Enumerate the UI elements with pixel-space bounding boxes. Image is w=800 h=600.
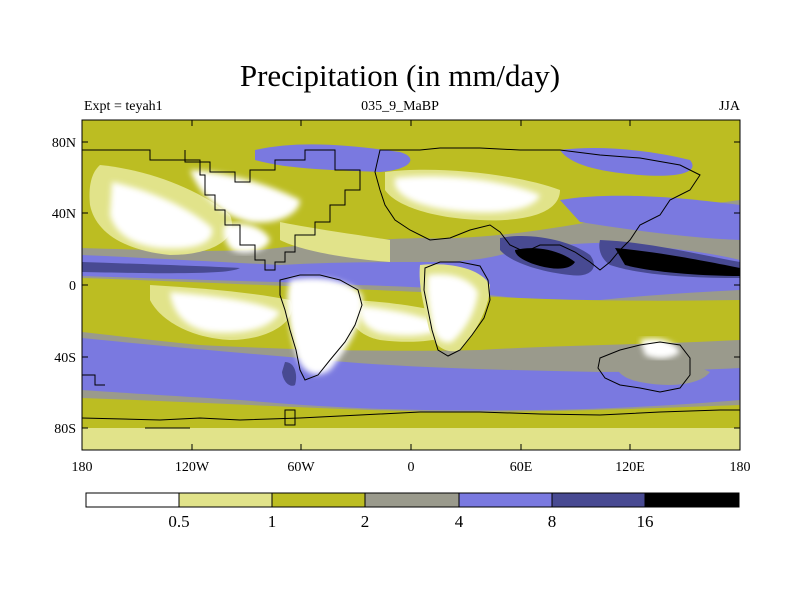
lon-label-60e: 60E [510,460,533,475]
eurasia-outline [374,147,701,271]
north-america-outline [82,149,361,271]
period-label: 035_9_MaBP [361,99,439,114]
australia-gray [616,358,710,385]
colorbar-label-1: 1 [268,512,277,531]
lat-label-40s: 40S [54,351,76,366]
africa-dry [427,274,478,343]
south-america-dry [287,278,363,375]
pacific-itcz-dark [82,262,240,274]
colorbar: 0.5 1 2 4 8 16 [85,492,740,531]
antarctic-dry [82,428,740,450]
na-dry-white [190,170,300,223]
coastlines [82,147,740,429]
lon-label-180w: 180 [72,460,93,475]
colorbar-swatch-6 [644,492,740,508]
wpac-extreme [615,248,740,276]
lon-label-180e: 180 [730,460,751,475]
lon-label-0: 0 [408,460,415,475]
lat-axis: 80N 40N 0 40S 80S [52,136,740,437]
lon-label-120e: 120E [615,460,645,475]
spac-white [170,292,280,333]
australia-outline [597,341,691,393]
colorbar-swatch-1 [178,492,273,508]
colorbar-swatch-3 [364,492,460,508]
colorbar-swatch-4 [458,492,553,508]
experiment-label: Expt = teyah1 [84,99,163,114]
island-outline [284,409,296,426]
africa-outline [423,261,491,357]
na-interior-dry [223,223,270,253]
antarctica-outline [82,409,740,421]
colorbar-label-4: 8 [548,512,557,531]
lon-label-60w: 60W [287,460,315,475]
chile-dark [282,362,297,386]
southern-ocean-blue [82,338,740,411]
colorbar-swatch-0 [85,492,180,508]
colorbar-swatch-5 [551,492,646,508]
season-label: JJA [718,99,740,114]
lat-label-80n: 80N [52,136,76,151]
map-title: Precipitation (in mm/day) [239,58,561,93]
lon-label-120w: 120W [175,460,210,475]
colorbar-label-2: 2 [361,512,370,531]
atlantic-pale [280,222,390,262]
colorbar-label-5: 16 [637,512,654,531]
lat-label-0: 0 [69,279,76,294]
colorbar-label-0: 0.5 [168,512,189,531]
siberia-blue [560,148,693,176]
npacific-blue [560,195,740,240]
precipitation-field [82,120,740,450]
colorbar-label-3: 4 [455,512,464,531]
npac-dry-white [110,182,213,249]
satl-white [359,306,445,336]
monsoon-extreme [515,248,575,269]
lat-label-40n: 40N [52,207,76,222]
lon-axis: 180 120W 60W 0 60E 120E 180 [72,120,751,475]
south-america-outline [279,274,363,381]
eurasia-dry-white [395,176,540,213]
south-subpolar-olive [82,398,740,428]
arctic-blue [255,144,411,172]
nz-outline [82,374,105,386]
colorbar-swatch-2 [271,492,366,508]
lat-label-80s: 80S [54,422,76,437]
